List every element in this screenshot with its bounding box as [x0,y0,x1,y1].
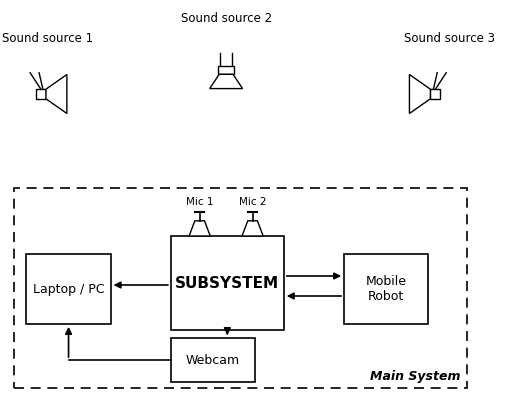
Text: Sound source 1: Sound source 1 [3,32,94,44]
Text: Mobile
Robot: Mobile Robot [365,275,407,303]
Bar [26,254,110,324]
Polygon shape [46,74,67,114]
Bar [430,89,440,99]
Bar [14,188,467,388]
Bar [171,236,284,330]
Polygon shape [189,221,210,236]
Text: Sound source 2: Sound source 2 [181,12,272,24]
Text: Mic 1: Mic 1 [186,197,213,207]
Polygon shape [242,221,263,236]
Bar [344,254,428,324]
Text: SUBSYSTEM: SUBSYSTEM [175,276,279,290]
Text: Main System: Main System [371,370,461,383]
Text: Mic 2: Mic 2 [239,197,266,207]
Bar [218,66,234,74]
Polygon shape [409,74,430,114]
Bar [36,89,46,99]
Polygon shape [210,74,243,88]
Text: Sound source 3: Sound source 3 [404,32,495,44]
Text: Webcam: Webcam [186,354,240,366]
Text: Laptop / PC: Laptop / PC [33,282,104,296]
Bar [171,338,255,382]
